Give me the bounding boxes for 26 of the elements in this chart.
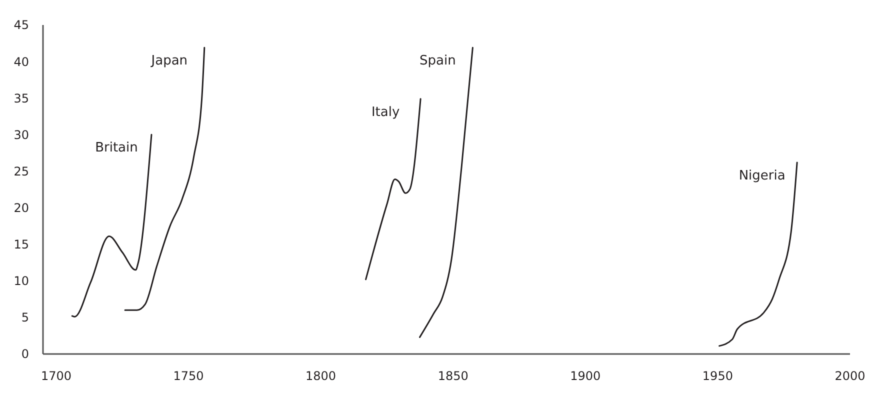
series-label: Nigeria [738, 168, 786, 184]
y-tick-label: 15 [14, 238, 29, 252]
line-series [365, 98, 422, 280]
x-tick-label: 1800 [306, 369, 336, 383]
series-label: Japan [150, 54, 188, 69]
x-tick-label: 2000 [834, 369, 866, 383]
y-tick-label: 10 [14, 274, 29, 288]
x-tick-label: 1750 [173, 369, 204, 383]
y-tick-label: 40 [14, 54, 29, 69]
series-label: Spain [420, 54, 456, 69]
x-tick-label: 1950 [702, 369, 733, 383]
x-tick-label: 1900 [570, 369, 601, 383]
line-series [419, 46, 474, 338]
series-label: Italy [371, 104, 400, 120]
x-tick-label: 1850 [438, 369, 468, 383]
y-tick-label: 5 [21, 310, 29, 325]
y-tick-label: 45 [14, 18, 29, 32]
y-tick-label: 30 [14, 128, 29, 142]
series-label: Britain [95, 140, 138, 156]
y-tick-label: 25 [14, 164, 29, 178]
y-tick-label: 0 [21, 347, 29, 362]
x-tick-label: 1700 [40, 369, 72, 383]
y-tick-label: 20 [14, 200, 29, 215]
line-series [71, 134, 152, 318]
y-tick-label: 35 [14, 91, 29, 106]
line-series [718, 162, 798, 347]
